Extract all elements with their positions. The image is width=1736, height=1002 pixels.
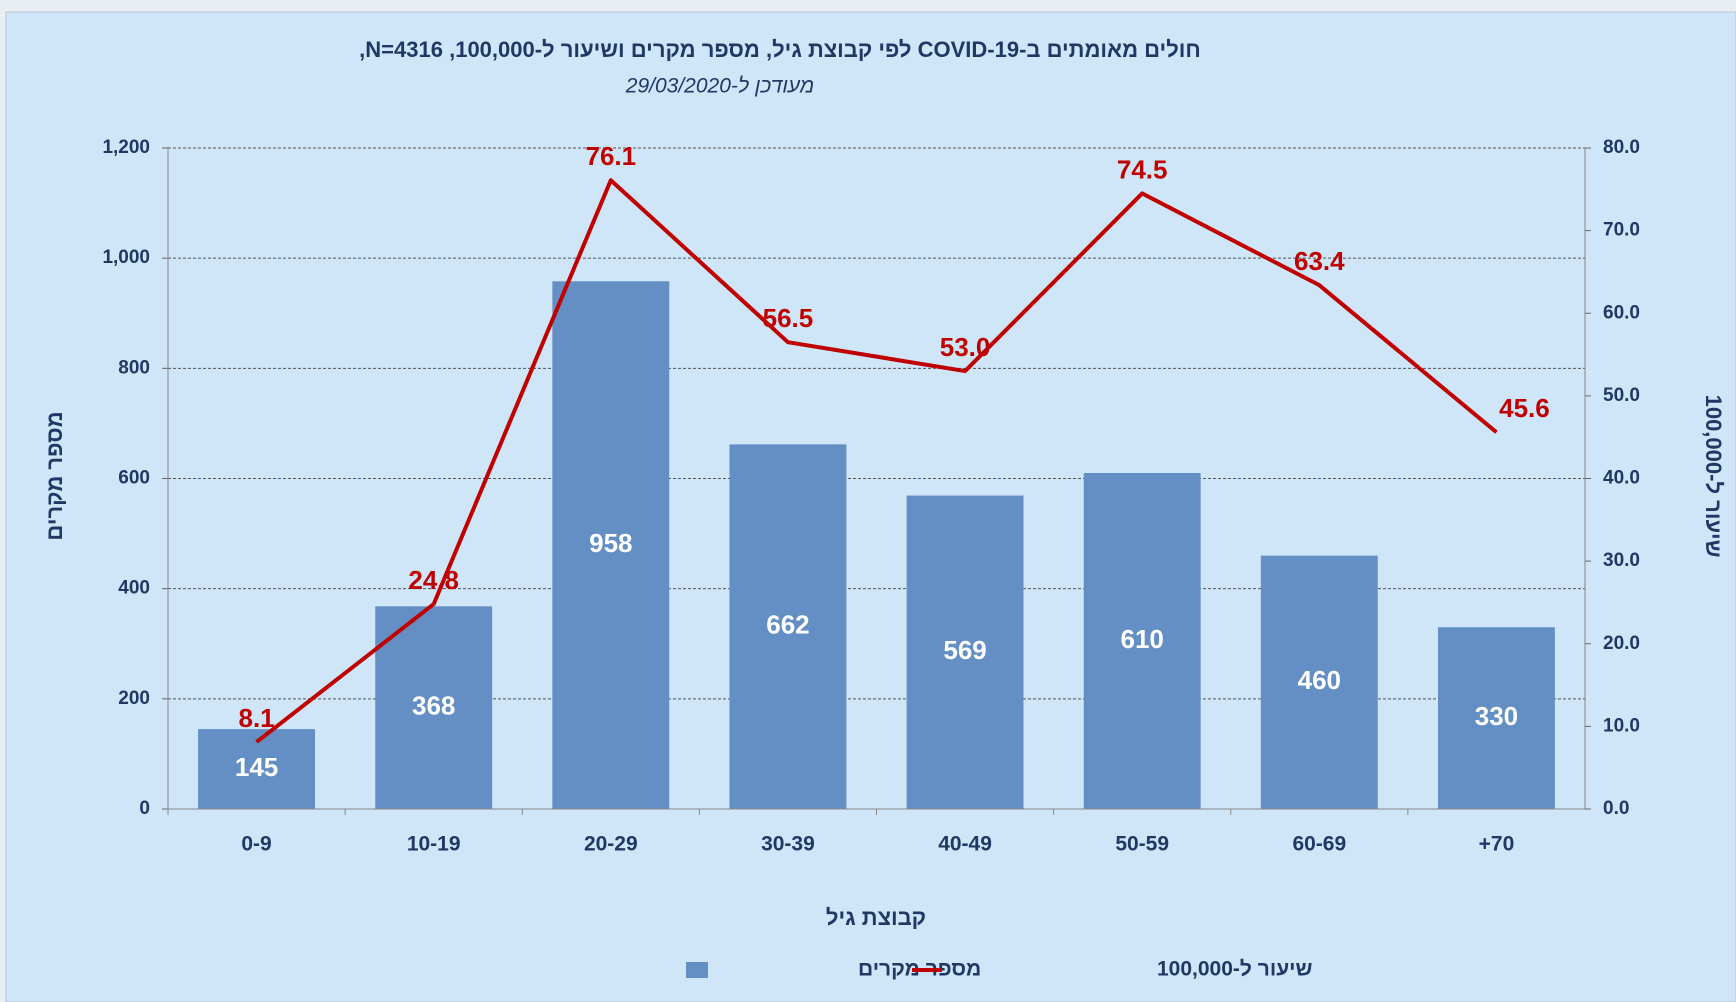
- y-tick-label: 600: [118, 468, 150, 489]
- x-tick-label: 0-9: [241, 833, 271, 856]
- line-value-label: 63.4: [1294, 246, 1345, 276]
- bar: [1437, 627, 1555, 809]
- line-value-label: 74.5: [1117, 154, 1168, 184]
- y2-tick-label: 0.0: [1603, 798, 1629, 819]
- x-tick-label: +70: [1479, 833, 1515, 856]
- bar: [729, 444, 847, 809]
- bar-value-label: 460: [1298, 665, 1341, 695]
- y2-tick-label: 20.0: [1603, 633, 1640, 654]
- line-value-label: 76.1: [586, 141, 637, 171]
- legend-label: שיעור ל-100,000: [1157, 958, 1313, 981]
- y-tick-label: 0: [139, 798, 150, 819]
- line-value-label: 24.8: [408, 565, 459, 595]
- legend-swatch: [686, 962, 708, 978]
- y-tick-label: 1,200: [102, 137, 150, 158]
- bar: [552, 281, 670, 810]
- chart-subtitle: מעודכן ל-29/03/2020: [625, 75, 814, 98]
- line-value-label: 45.6: [1499, 393, 1550, 423]
- y2-tick-label: 30.0: [1603, 550, 1640, 571]
- y2-tick-label: 80.0: [1603, 137, 1640, 158]
- chart-title: חולים מאומתים ב-COVID-19 לפי קבוצת גיל, …: [359, 37, 1201, 62]
- bar-value-label: 569: [943, 635, 986, 665]
- bar-value-label: 145: [235, 752, 278, 782]
- y-tick-label: 800: [118, 357, 150, 378]
- y-tick-label: 200: [118, 688, 150, 709]
- bar-value-label: 368: [412, 691, 455, 721]
- bar: [906, 495, 1024, 809]
- y2-tick-label: 40.0: [1603, 468, 1640, 489]
- x-axis-label: קבוצת גיל: [826, 905, 926, 930]
- x-tick-label: 50-59: [1115, 833, 1169, 856]
- line-value-label: 53.0: [940, 332, 991, 362]
- rate-line: [255, 178, 1498, 744]
- x-tick-label: 60-69: [1292, 833, 1346, 856]
- y-tick-label: 1,000: [102, 247, 150, 268]
- chart-background: [5, 11, 1736, 1002]
- bar: [1260, 555, 1378, 809]
- bar: [375, 606, 493, 809]
- line-value-label: 8.1: [238, 703, 274, 733]
- bar: [198, 729, 316, 809]
- bar-value-label: 958: [589, 528, 632, 558]
- y-tick-label: 400: [118, 578, 150, 599]
- x-tick-label: 20-29: [584, 833, 638, 856]
- line-value-label: 56.5: [763, 303, 814, 333]
- y2-tick-label: 60.0: [1603, 302, 1640, 323]
- y2-tick-label: 70.0: [1603, 220, 1640, 241]
- x-tick-label: 30-39: [761, 833, 815, 856]
- x-tick-label: 40-49: [938, 833, 992, 856]
- y2-axis-label: שיעור ל-100,000: [1701, 395, 1726, 558]
- bar-value-label: 662: [766, 610, 809, 640]
- x-tick-label: 10-19: [407, 833, 461, 856]
- bar-value-label: 330: [1475, 701, 1518, 731]
- bar: [1083, 472, 1201, 809]
- y-axis-label: מספר מקרים: [42, 411, 67, 540]
- bar-value-label: 610: [1120, 624, 1163, 654]
- y2-tick-label: 50.0: [1603, 385, 1640, 406]
- y2-tick-label: 10.0: [1603, 715, 1640, 736]
